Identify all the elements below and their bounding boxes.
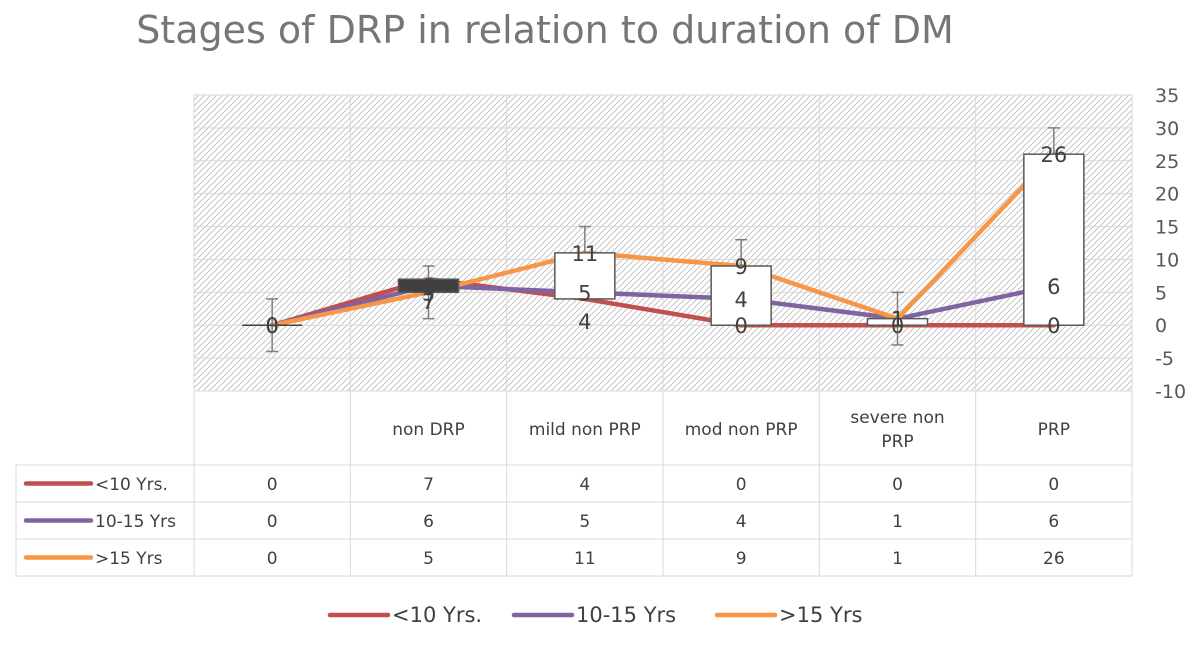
y-tick-label: 10 <box>1155 249 1179 271</box>
table-header-cell: non DRP <box>392 420 465 440</box>
table-cell: 7 <box>423 475 434 495</box>
table-row <box>15 464 1133 503</box>
table-row-label: 10-15 Yrs <box>95 512 176 532</box>
y-tick-label: -10 <box>1155 381 1186 403</box>
data-label-series-0: 0 <box>1047 314 1060 338</box>
high-low-box <box>1023 153 1085 326</box>
table-cell: 4 <box>579 475 590 495</box>
data-label-series-1: 5 <box>578 281 591 305</box>
data-label-series-2: 11 <box>571 242 598 266</box>
high-low-box <box>866 317 929 326</box>
data-label-series-2: 1 <box>891 308 904 332</box>
legend-label-1: 10-15 Yrs <box>576 603 676 627</box>
y-tick-label: 20 <box>1155 184 1179 206</box>
table-cell: 1 <box>892 512 903 532</box>
data-label-series-2: 9 <box>734 255 747 279</box>
legend-label-2: >15 Yrs <box>779 603 862 627</box>
high-low-box <box>554 252 616 300</box>
series-line-2 <box>269 151 1057 328</box>
data-label-series-0: 7 <box>422 290 435 314</box>
data-label-series-0: 0 <box>891 314 904 338</box>
y-tick-label: 5 <box>1155 282 1167 304</box>
y-tick-label: 35 <box>1155 85 1179 107</box>
data-label-series-1: 6 <box>1047 275 1060 299</box>
table-row-label: <10 Yrs. <box>95 475 168 495</box>
table-header-cell: mod non PRP <box>685 420 798 440</box>
table-header-cell: severe non <box>850 408 944 428</box>
table-cell: 26 <box>1043 549 1065 569</box>
table-cell: 9 <box>736 549 747 569</box>
table-header-cell: mild non PRP <box>529 420 641 440</box>
data-label-series-1: 1 <box>891 308 904 332</box>
table-cell: 0 <box>1048 475 1059 495</box>
data-label-series-0: 0 <box>265 314 278 338</box>
y-tick-label: 25 <box>1155 151 1179 173</box>
data-label-series-1: 4 <box>734 288 747 312</box>
data-label-series-1: 6 <box>422 275 435 299</box>
data-label-series-2: 26 <box>1040 143 1067 167</box>
data-table: non DRP mild non PRP mod non PRP severe non… <box>15 390 1133 577</box>
data-label-series-2: 5 <box>422 281 435 305</box>
data-label-series-0: 4 <box>578 310 591 334</box>
y-axis: 35 30 25 20 15 10 5 0 -5 -10 <box>1155 85 1186 403</box>
legend: <10 Yrs. 10-15 Yrs >15 Yrs <box>327 603 862 627</box>
y-tick-label: 15 <box>1155 217 1179 239</box>
data-label-series-0: 0 <box>734 314 747 338</box>
table-row-label: >15 Yrs <box>95 549 163 569</box>
y-tick-label: -5 <box>1155 348 1174 370</box>
table-row <box>15 501 1133 540</box>
table-cell: 0 <box>267 549 278 569</box>
table-cell: 6 <box>1048 512 1059 532</box>
table-cell: 5 <box>423 549 434 569</box>
table-cell: 1 <box>892 549 903 569</box>
table-row <box>15 538 1133 577</box>
chart-title: Stages of DRP in relation to duration of… <box>136 8 954 52</box>
table-cell: 0 <box>267 512 278 532</box>
table-header-cell: PRP <box>881 432 913 452</box>
table-cell: 5 <box>579 512 590 532</box>
y-tick-label: 0 <box>1155 315 1167 337</box>
table-cell: 6 <box>423 512 434 532</box>
data-label-series-1: 0 <box>265 314 278 338</box>
table-header-cell: PRP <box>1038 420 1070 440</box>
legend-label-0: <10 Yrs. <box>392 603 482 627</box>
y-tick-label: 30 <box>1155 118 1179 140</box>
high-low-box <box>397 278 460 294</box>
table-cell: 11 <box>574 549 596 569</box>
table-cell: 4 <box>736 512 747 532</box>
table-cell: 0 <box>892 475 903 495</box>
table-cell: 0 <box>736 475 747 495</box>
table-cell: 0 <box>267 475 278 495</box>
data-label-series-2: 0 <box>265 314 278 338</box>
high-low-box <box>710 265 772 326</box>
